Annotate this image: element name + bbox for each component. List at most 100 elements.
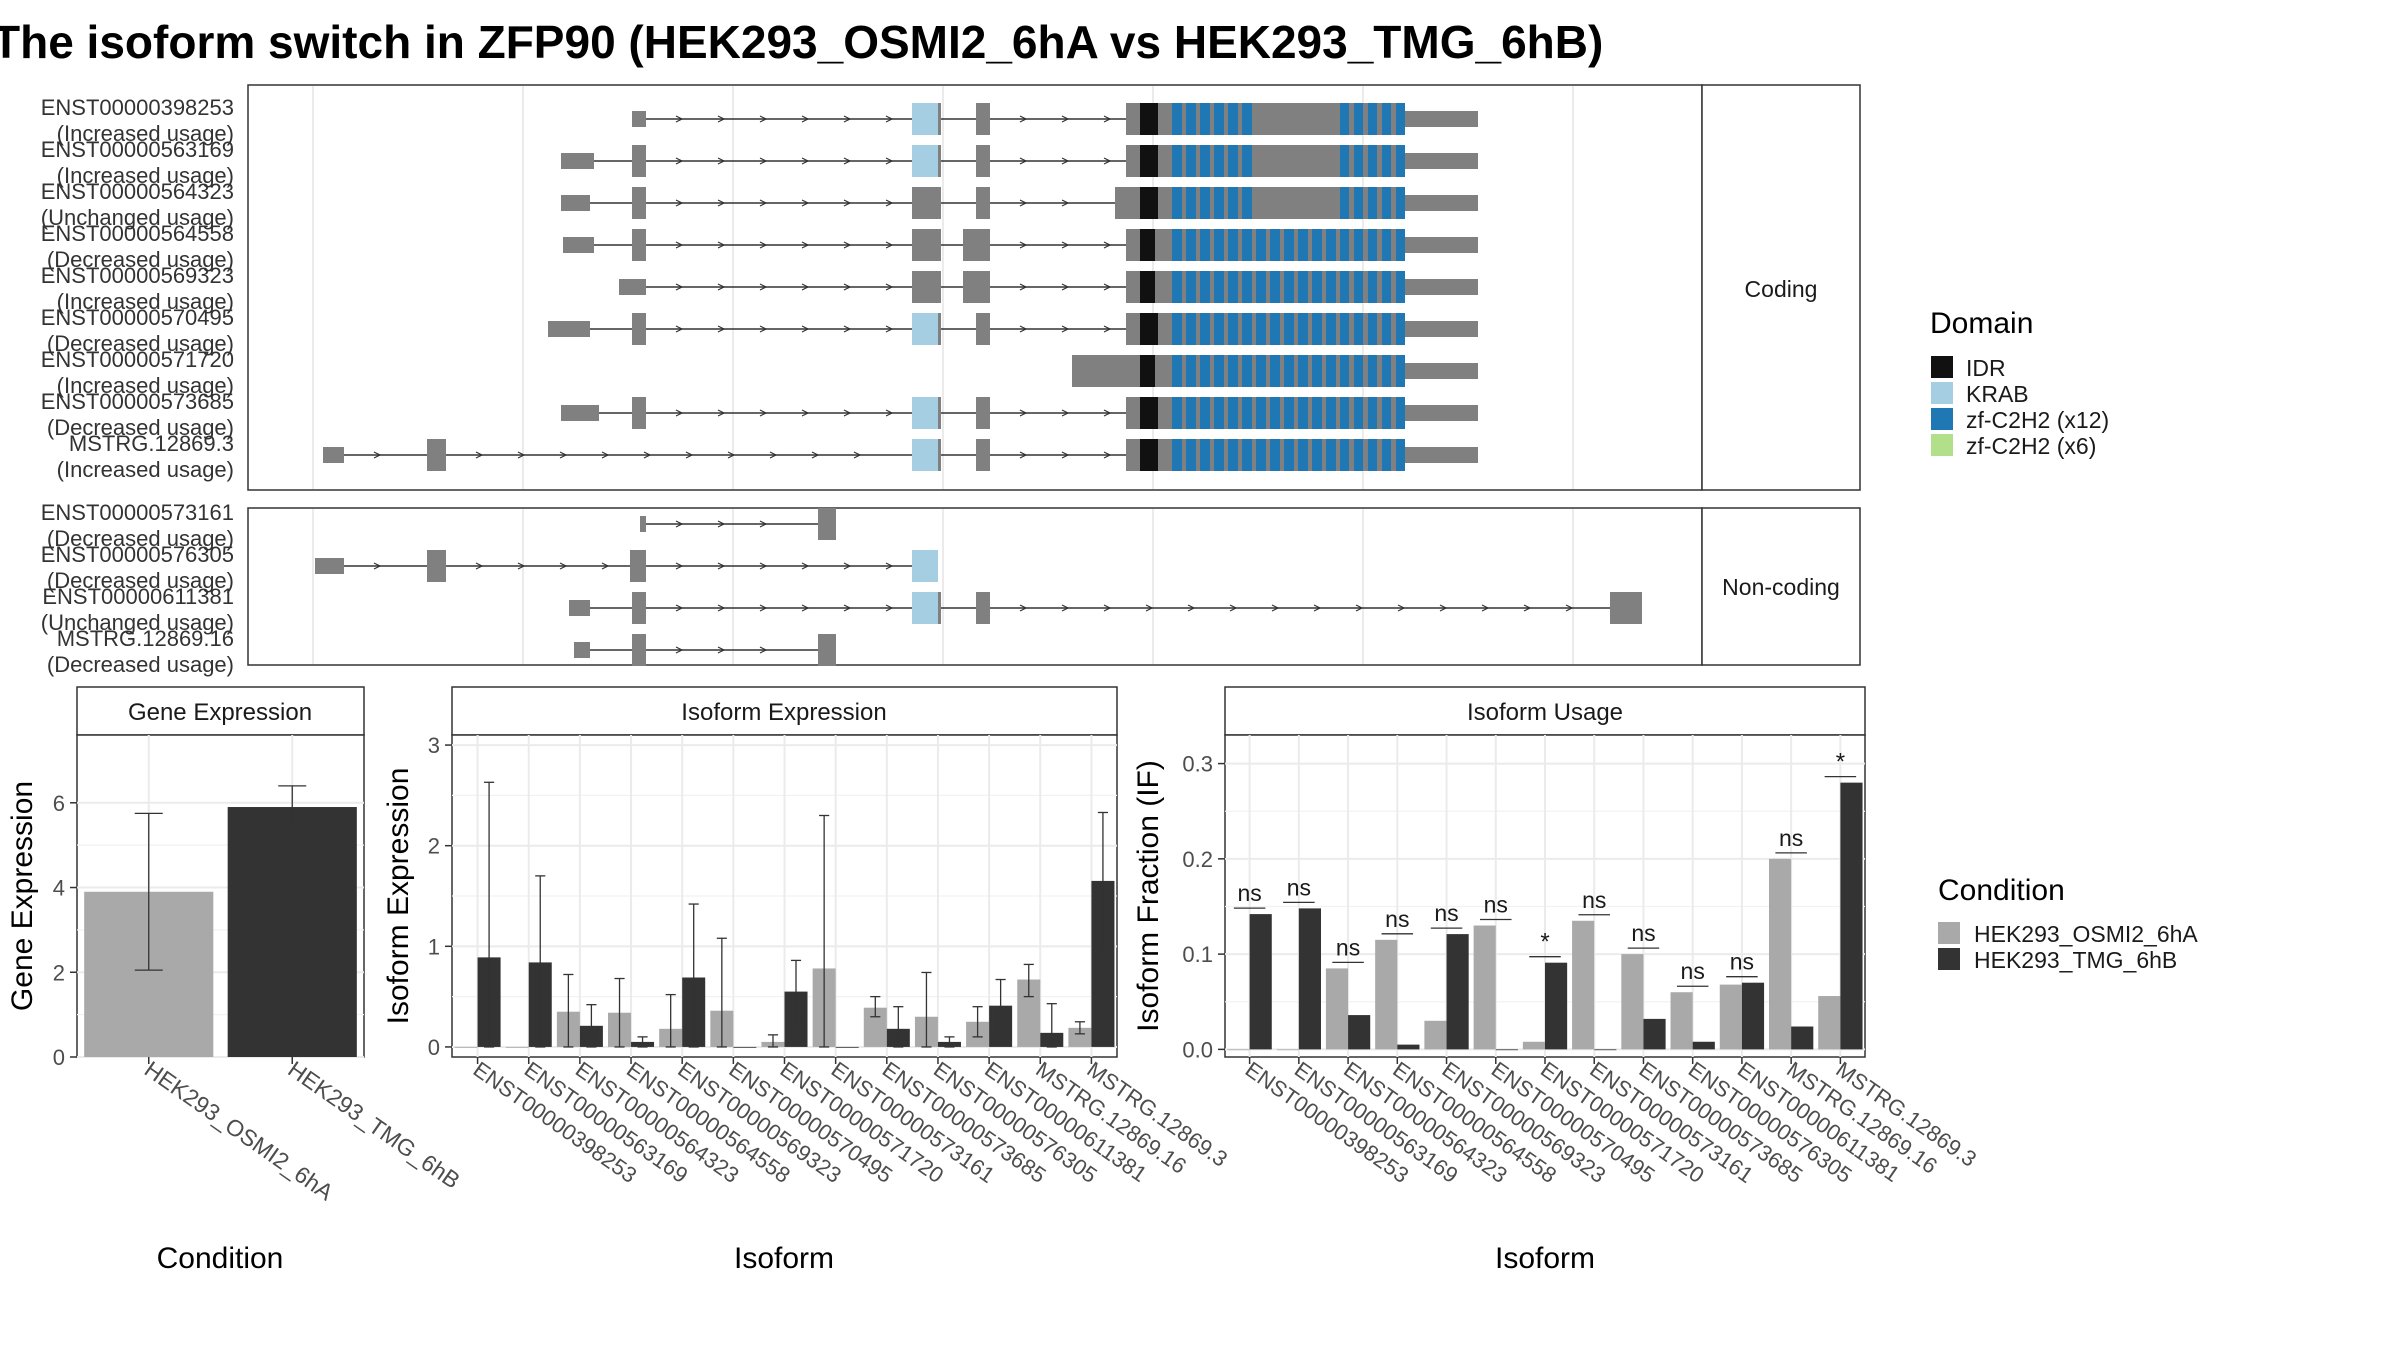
zf-c2h2-domain	[1186, 103, 1196, 135]
transcript-track	[619, 271, 1478, 303]
strand-arrow	[843, 325, 852, 333]
significance-label: ns	[1434, 900, 1458, 926]
strand-arrow	[769, 451, 778, 459]
coding-exon	[976, 397, 990, 429]
noncoding-strip	[1701, 507, 1861, 666]
transcript-usage: (Decreased usage)	[47, 526, 234, 551]
significance-label: ns	[1484, 892, 1508, 918]
zf-c2h2-domain	[1396, 229, 1405, 261]
strand-arrow	[1103, 115, 1112, 123]
condition-legend: Condition HEK293_OSMI2_6hA HEK293_TMG_6h…	[1938, 874, 2198, 973]
bar	[863, 1007, 887, 1047]
zf-c2h2-domain	[1186, 439, 1196, 471]
coding-exon	[1610, 592, 1642, 624]
zf-c2h2-domain	[1214, 271, 1224, 303]
strand-arrow	[759, 604, 768, 612]
zf-c2h2-domain	[1326, 439, 1336, 471]
error-bar	[995, 978, 1006, 1033]
strand-arrow	[1565, 604, 1574, 612]
strand-arrow	[1019, 199, 1028, 207]
zf-c2h2-domain	[1340, 313, 1349, 345]
gene-expr-strip	[76, 686, 365, 736]
bar	[1473, 925, 1496, 1050]
coding-exon	[912, 229, 941, 261]
strand-arrow	[1355, 604, 1364, 612]
strand-arrow	[759, 520, 768, 528]
zf-c2h2-domain	[1284, 355, 1294, 387]
iso-expr-y-label: Isoform Expression	[382, 768, 415, 1025]
transcript-label: MSTRG.12869.3	[69, 431, 234, 456]
error-bar	[665, 993, 676, 1048]
error-bar	[637, 1036, 648, 1048]
zf-c2h2-domain	[1368, 313, 1377, 345]
transcript-label: ENST00000563169	[41, 137, 234, 162]
utr-exon	[619, 279, 646, 295]
error-bar	[921, 971, 932, 1048]
bar	[1791, 1026, 1814, 1050]
strand-arrow	[685, 451, 694, 459]
error-bar	[1074, 1021, 1085, 1035]
transcript-track	[640, 508, 836, 540]
coding-exon	[427, 550, 446, 582]
strand-arrow	[517, 451, 526, 459]
zf-c2h2-domain	[1228, 397, 1238, 429]
zf-c2h2-domain	[1172, 313, 1182, 345]
strand-arrow	[1061, 199, 1070, 207]
zf-c2h2-domain	[1312, 439, 1322, 471]
strand-arrow	[1481, 604, 1490, 612]
bar	[1769, 858, 1792, 1050]
zf-c2h2-domain	[1368, 103, 1377, 135]
error-bar	[484, 781, 495, 1048]
strand-arrow	[373, 451, 382, 459]
figure-title: The isoform switch in ZFP90 (HEK293_OSMI…	[0, 16, 1603, 68]
strand-arrow	[1145, 604, 1154, 612]
error-bar	[563, 973, 574, 1048]
zf-c2h2-domain	[1242, 103, 1252, 135]
coding-exon	[912, 187, 941, 219]
strand-arrow	[675, 562, 684, 570]
y-tick-label: 0.2	[1182, 847, 1213, 872]
strand-arrow	[675, 283, 684, 291]
strand-arrow	[1019, 604, 1028, 612]
y-tick-label: 2	[428, 834, 440, 859]
strand-arrow	[843, 157, 852, 165]
coding-exon	[963, 229, 990, 261]
transcript-label: ENST00000564558	[41, 221, 234, 246]
strand-arrow	[801, 157, 810, 165]
strand-arrow	[1313, 604, 1322, 612]
iso-expr-x-ticks: ENST00000398253ENST00000563169ENST000005…	[469, 1057, 1232, 1188]
legend-key-osmi2	[1938, 922, 1960, 944]
zf-c2h2-domain	[1368, 229, 1377, 261]
krab-domain	[912, 439, 938, 471]
zf-c2h2-domain	[1242, 397, 1252, 429]
significance-label: ns	[1681, 958, 1705, 984]
coding-tracks	[323, 103, 1478, 471]
significance-label: ns	[1336, 934, 1360, 960]
strand-arrow	[759, 325, 768, 333]
bar	[227, 807, 357, 1057]
zf-c2h2-domain	[1186, 313, 1196, 345]
strand-arrow	[643, 451, 652, 459]
zf-c2h2-domain	[1340, 187, 1349, 219]
coding-exon	[976, 439, 990, 471]
coding-exon	[976, 103, 990, 135]
strand-arrow	[675, 604, 684, 612]
strand-arrow	[759, 646, 768, 654]
coding-exon	[818, 508, 836, 540]
coding-exon	[1126, 145, 1405, 177]
strand-arrow	[843, 562, 852, 570]
zf-c2h2-domain	[1172, 229, 1182, 261]
error-bar	[716, 937, 727, 1048]
zf-c2h2-domain	[1200, 397, 1210, 429]
zf-c2h2-domain	[1396, 439, 1405, 471]
bar	[1719, 984, 1742, 1050]
bar	[1621, 954, 1644, 1050]
bar	[1840, 782, 1863, 1050]
zf-c2h2-domain	[1368, 145, 1377, 177]
transcript-usage: (Increased usage)	[57, 457, 234, 482]
zf-c2h2-domain	[1312, 271, 1322, 303]
idr-domain	[1140, 103, 1158, 135]
gene-expr-y-ticks: 0 2 4 6	[53, 791, 77, 1070]
bar	[1594, 1049, 1617, 1051]
